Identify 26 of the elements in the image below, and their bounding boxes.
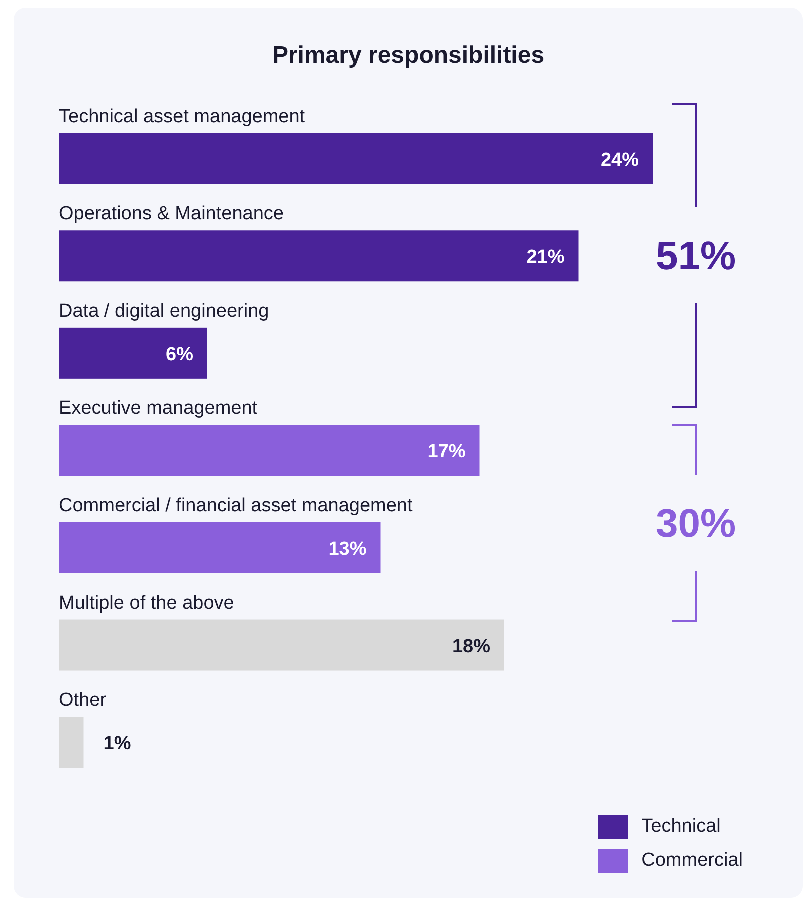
y-tick-label: Executive management xyxy=(59,398,258,420)
legend-label: Commercial xyxy=(642,850,743,872)
y-tick-label: Commercial / financial asset management xyxy=(59,495,414,516)
y-tick-label: Multiple of the above xyxy=(59,592,234,614)
bar xyxy=(59,620,504,671)
y-tick-label: Technical asset management xyxy=(59,106,306,128)
bar xyxy=(59,133,653,184)
bar xyxy=(59,717,84,768)
bar xyxy=(59,425,480,476)
data-label: 18% xyxy=(452,636,491,658)
y-tick-label: Operations & Maintenance xyxy=(59,204,284,225)
data-label: 17% xyxy=(428,442,466,463)
bar xyxy=(59,230,579,282)
y-tick-label: Other xyxy=(59,690,108,712)
data-label: 24% xyxy=(600,150,640,171)
y-tick-label: Data / digital engineering xyxy=(59,300,270,322)
data-label: 1% xyxy=(104,734,132,755)
chart-title: Primary responsibilities xyxy=(271,42,546,70)
data-label: 21% xyxy=(526,247,565,268)
legend-label: Technical xyxy=(642,816,721,838)
data-label: 13% xyxy=(328,538,367,560)
text: 30% xyxy=(656,502,736,546)
bar xyxy=(59,522,381,574)
data-label: 6% xyxy=(166,344,194,366)
bar xyxy=(59,328,208,379)
text: 51% xyxy=(656,234,736,278)
